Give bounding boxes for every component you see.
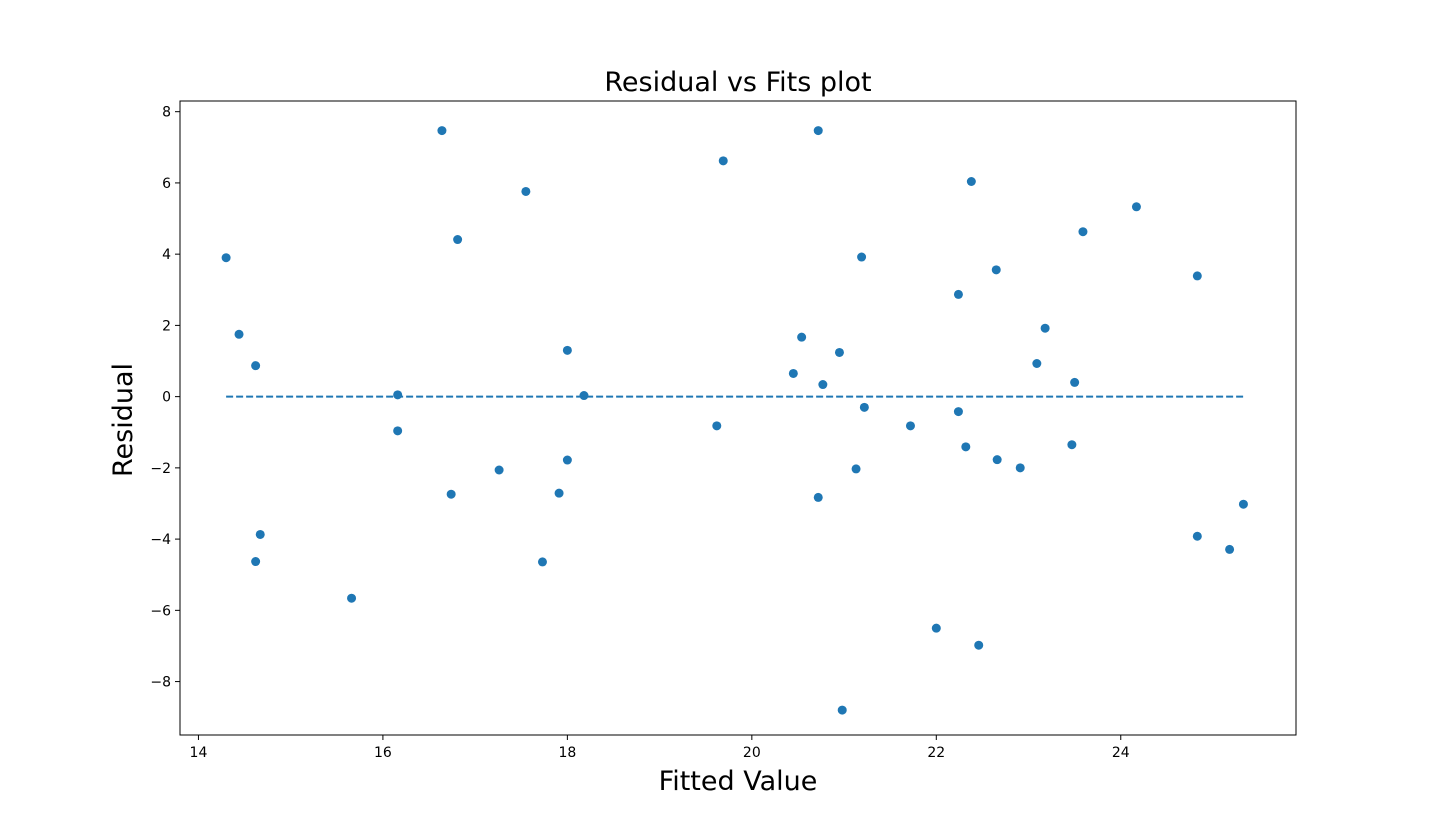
- data-point: [788, 368, 798, 378]
- data-point: [953, 407, 963, 417]
- y-axis: −8 −6 −4 −2 0 2 4 6 8: [150, 105, 180, 691]
- data-point: [857, 252, 867, 262]
- data-point: [1225, 544, 1235, 554]
- data-point: [961, 442, 971, 452]
- data-point: [1015, 463, 1025, 473]
- data-point: [437, 126, 447, 136]
- data-point: [966, 176, 976, 186]
- x-axis-label: Fitted Value: [659, 766, 818, 797]
- plot-area: [221, 126, 1248, 715]
- x-tick-label: 24: [1112, 745, 1130, 761]
- axes-frame: [179, 100, 1297, 736]
- data-point: [1070, 377, 1080, 387]
- data-point: [221, 253, 231, 263]
- data-point: [255, 529, 265, 539]
- data-point: [991, 265, 1001, 275]
- x-tick-label: 22: [927, 745, 945, 761]
- data-point: [1067, 440, 1077, 450]
- data-point: [905, 421, 915, 431]
- data-point: [797, 332, 807, 342]
- x-tick-label: 16: [374, 745, 392, 761]
- data-point: [453, 235, 463, 245]
- data-point: [837, 705, 847, 715]
- data-point: [718, 156, 728, 166]
- data-point: [813, 492, 823, 502]
- data-point: [1032, 359, 1042, 369]
- y-tick-label: −6: [150, 603, 171, 619]
- y-tick-label: 6: [162, 176, 171, 192]
- data-point: [953, 289, 963, 299]
- y-axis-label: Residual: [108, 363, 139, 477]
- data-point: [494, 465, 504, 475]
- data-point: [579, 391, 589, 401]
- data-point: [1238, 499, 1248, 509]
- x-axis: 14 16 18 20 22 24: [190, 735, 1130, 761]
- data-point: [234, 329, 244, 339]
- data-point: [562, 455, 572, 465]
- y-tick-label: 8: [162, 105, 171, 121]
- data-point: [818, 380, 828, 390]
- data-point: [1131, 202, 1141, 212]
- data-point: [347, 593, 357, 603]
- data-point: [974, 640, 984, 650]
- data-point: [251, 361, 261, 371]
- data-point: [554, 488, 564, 498]
- y-tick-label: −4: [150, 532, 171, 548]
- data-point: [393, 390, 403, 400]
- data-point: [562, 345, 572, 355]
- data-point: [813, 126, 823, 136]
- data-point: [851, 464, 861, 474]
- chart-title: Residual vs Fits plot: [604, 67, 871, 98]
- data-point: [521, 186, 531, 196]
- data-point: [1040, 323, 1050, 333]
- data-point: [931, 623, 941, 633]
- data-point: [537, 557, 547, 567]
- x-tick-label: 20: [743, 745, 761, 761]
- data-point: [1192, 531, 1202, 541]
- y-tick-label: 0: [162, 390, 171, 406]
- data-point: [393, 426, 403, 436]
- data-point: [859, 402, 869, 412]
- y-tick-label: 4: [162, 247, 171, 263]
- y-tick-label: −8: [150, 675, 171, 691]
- x-tick-label: 14: [190, 745, 208, 761]
- data-point: [1078, 227, 1088, 237]
- data-point: [712, 421, 722, 431]
- data-point: [1192, 271, 1202, 281]
- data-point: [446, 489, 456, 499]
- y-tick-label: −2: [150, 461, 171, 477]
- data-point: [251, 557, 261, 567]
- data-point: [834, 347, 844, 357]
- y-tick-label: 2: [162, 318, 171, 334]
- x-tick-label: 18: [558, 745, 576, 761]
- data-point: [992, 455, 1002, 465]
